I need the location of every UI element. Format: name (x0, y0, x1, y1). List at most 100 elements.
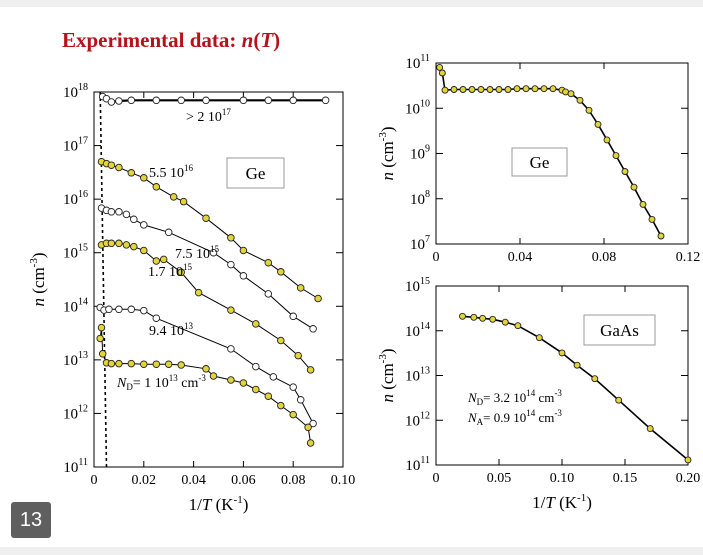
data-point (459, 312, 466, 320)
data-point (468, 86, 476, 93)
plot-frame (435, 285, 689, 466)
data-point (140, 360, 148, 368)
data-point (115, 163, 123, 172)
data-point (202, 96, 210, 105)
data-point (549, 85, 557, 93)
data-point (306, 439, 315, 447)
data-point (159, 255, 168, 264)
data-point (269, 373, 278, 381)
data-point (296, 284, 305, 292)
y-tick-label: 1017 (63, 136, 88, 155)
data-point (477, 86, 485, 93)
data-point (209, 372, 218, 380)
data-point (179, 197, 188, 206)
data-point (501, 318, 509, 326)
data-point (122, 210, 131, 219)
data-point (594, 120, 602, 128)
x-tick-label: 0.08 (281, 473, 306, 488)
data-point (115, 359, 123, 368)
data-point (152, 360, 161, 368)
data-point (612, 152, 620, 160)
data-point (441, 86, 449, 94)
title-open-paren: ( (253, 28, 261, 52)
data-point (194, 288, 203, 297)
series-line (101, 242, 311, 371)
data-point (115, 97, 123, 105)
sample-label: GaAs (600, 321, 639, 340)
data-point (177, 268, 185, 277)
label-series-1.7e15: 1.7 1015 (148, 262, 193, 280)
data-point (470, 313, 478, 321)
y-tick-label: 109 (410, 144, 430, 163)
data-point (252, 362, 260, 371)
y-axis-label: n (cm-3) (377, 126, 397, 180)
y-tick-label: 1013 (63, 350, 88, 369)
data-point (164, 228, 173, 237)
data-point (314, 294, 322, 303)
data-point (107, 359, 116, 368)
sample-label-box (226, 157, 285, 189)
data-point (202, 214, 210, 222)
data-point (289, 410, 297, 419)
data-point (127, 305, 136, 314)
data-point (438, 69, 446, 77)
data-point (239, 246, 248, 255)
data-point (227, 345, 235, 353)
title-variable: T (260, 28, 274, 52)
y-tick-label: 1014 (405, 321, 430, 340)
y-tick-label: 1012 (405, 410, 430, 429)
y-axis-label: n (cm-3) (28, 252, 48, 306)
x-tick-label: 0.05 (487, 471, 512, 486)
data-point (531, 85, 539, 93)
data-point (684, 456, 692, 464)
x-tick-label: 0.15 (613, 471, 638, 486)
left-annotations: > 2 1017 5.5 1016 7.5 1015 1.7 1015 9.4 … (116, 107, 231, 392)
data-point (513, 85, 521, 93)
data-point (152, 314, 161, 322)
data-point (648, 215, 656, 223)
data-point (277, 268, 285, 276)
data-point (239, 96, 248, 105)
data-point (621, 168, 629, 175)
data-point (289, 383, 297, 391)
y-tick-label: 1018 (63, 82, 88, 101)
data-point (567, 90, 575, 98)
data-point (115, 239, 123, 248)
data-point (522, 85, 530, 93)
data-point (107, 239, 116, 248)
chart-ge-left: 0 0.02 0.04 0.06 0.08 0.10 1011 1012 1013 1014 101… (28, 82, 355, 514)
data-point (289, 312, 297, 321)
y-tick-label: 1016 (63, 189, 88, 208)
data-point (115, 305, 123, 314)
data-point (450, 86, 458, 93)
gaas-annotations: ND= 3.2 1014 cm-3 NA= 0.9 1014 cm-3 (467, 388, 562, 427)
chart-gaas: 0 0.05 0.10 0.15 0.20 1011 1012 1013 1014 1015 GaA… (377, 276, 700, 512)
data-point (630, 183, 638, 191)
data-point (535, 334, 543, 342)
data-point (96, 334, 104, 343)
data-point (277, 401, 285, 410)
data-point (107, 208, 116, 216)
data-point (495, 86, 503, 93)
x-axis-label: 1/T (K-1) (189, 494, 249, 514)
data-point (294, 351, 302, 360)
y-tick-label: 108 (410, 189, 430, 208)
data-point (296, 396, 305, 404)
x-tick-label: 0.12 (676, 250, 701, 265)
data-point (639, 200, 647, 208)
data-point (177, 361, 185, 369)
data-point (252, 320, 260, 328)
y-tick-label: 1012 (63, 403, 88, 422)
x-axis-label: 1/T (K-1) (532, 492, 592, 512)
slide (0, 7, 703, 547)
data-point (309, 325, 317, 333)
data-point (107, 98, 116, 106)
data-point (321, 96, 330, 105)
data-point (252, 385, 260, 394)
x-tick-label: 0 (433, 471, 440, 486)
x-tick-label: 0.06 (231, 473, 256, 488)
data-point (486, 86, 494, 93)
data-point (540, 85, 548, 93)
x-tick-label: 0.04 (508, 250, 533, 265)
